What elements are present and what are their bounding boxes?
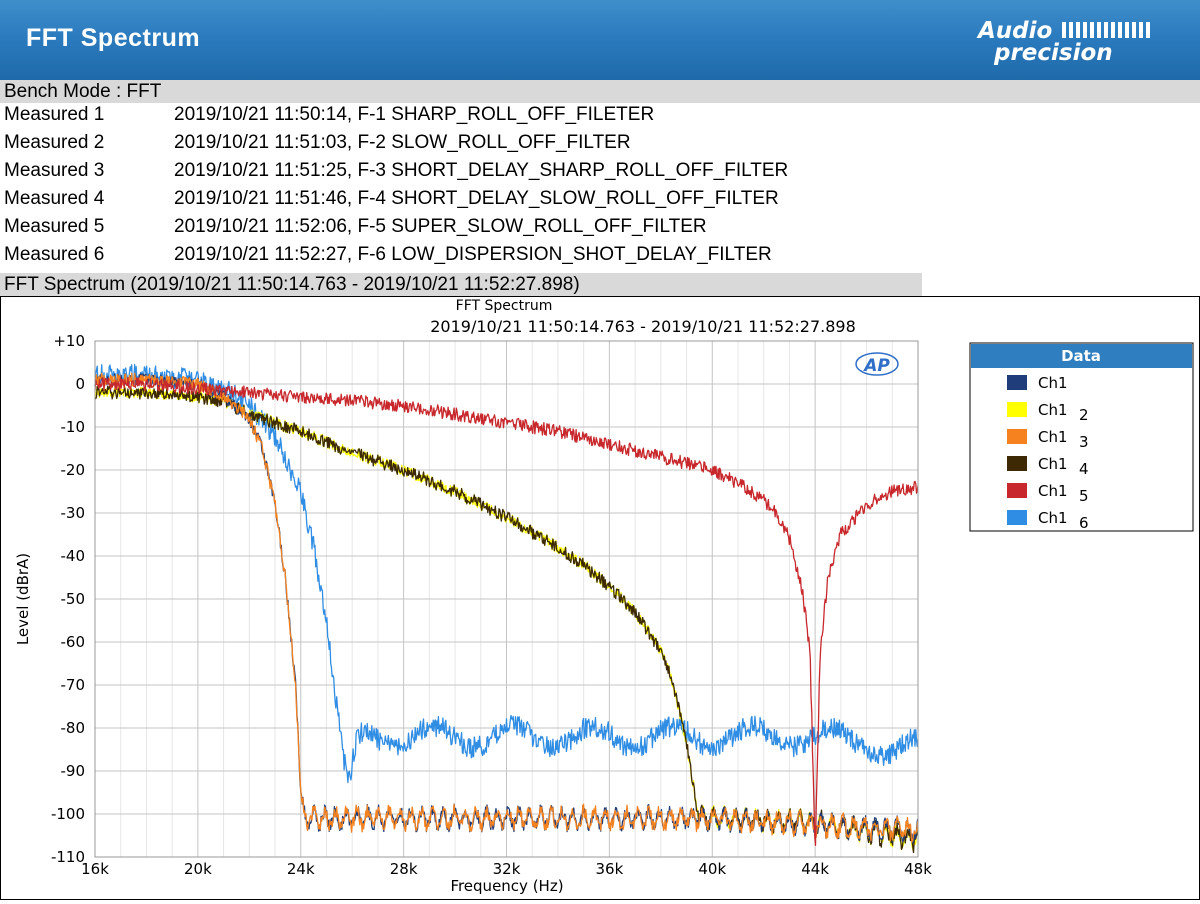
legend-swatch [1007, 429, 1027, 444]
measured-label: Measured 5 [4, 216, 105, 237]
x-tick-label: 16k [81, 860, 109, 878]
legend-entry-index: 5 [1079, 487, 1089, 505]
legend-swatch [1007, 510, 1027, 525]
plot-frame [94, 340, 919, 858]
fft-section-title: FFT Spectrum (2019/10/21 11:50:14.763 - … [4, 274, 580, 295]
x-tick-label: 36k [595, 860, 623, 878]
measured-label: Measured 2 [4, 132, 105, 153]
x-axis-label: Frequency (Hz) [450, 877, 563, 895]
y-tick-label: -80 [61, 719, 86, 737]
legend: Data Ch1 Ch1 2 Ch1 3 Ch1 4 Ch1 5 Ch1 6 [969, 342, 1194, 532]
legend-entries: Ch1 Ch1 2 Ch1 3 Ch1 4 Ch1 5 Ch1 6 [1007, 374, 1089, 532]
legend-entry-label: Ch1 [1038, 455, 1068, 473]
header-title: FFT Spectrum [26, 24, 201, 52]
x-tick-label: 32k [493, 860, 521, 878]
measured-text: 2019/10/21 11:52:27, F-6 LOW_DISPERSION_… [174, 244, 772, 265]
x-tick-label: 40k [698, 860, 726, 878]
measured-label: Measured 6 [4, 244, 105, 265]
legend-title: Data [1061, 347, 1101, 365]
bench-mode-label: Bench Mode : FFT [4, 81, 162, 102]
y-tick-label: -60 [61, 633, 86, 651]
legend-entry-index: 6 [1079, 514, 1089, 532]
legend-swatch [1007, 375, 1027, 390]
y-tick-label: 0 [75, 375, 85, 393]
fft-chart: +100-10-20-30-40-50-60-70-80-90-100-110 … [14, 298, 1194, 895]
x-tick-label: 24k [287, 860, 315, 878]
measured-text: 2019/10/21 11:51:25, F-3 SHORT_DELAY_SHA… [174, 160, 789, 181]
logo-text-line2: precision [993, 40, 1113, 66]
fft-section-bar: FFT Spectrum (2019/10/21 11:50:14.763 - … [0, 273, 922, 296]
legend-entry-index: 4 [1079, 460, 1089, 478]
series-line [94, 364, 919, 784]
ap-watermark-icon: AP [862, 356, 890, 376]
legend-entry-index: 2 [1079, 406, 1089, 424]
legend-swatch [1007, 402, 1027, 417]
logo-text-line1: Audio [976, 18, 1052, 44]
measured-text: 2019/10/21 11:51:46, F-4 SHORT_DELAY_SLO… [174, 188, 779, 209]
x-tick-label: 48k [904, 860, 932, 878]
legend-swatch [1007, 456, 1027, 471]
legend-entry-label: Ch1 [1038, 401, 1068, 419]
legend-header [971, 344, 1192, 368]
bench-mode-bar: Bench Mode : FFT [0, 80, 1200, 103]
series-line [94, 372, 919, 843]
measured-label: Measured 1 [4, 104, 105, 125]
legend-entry-label: Ch1 [1038, 482, 1068, 500]
grid-lines [94, 340, 919, 858]
y-tick-label: -50 [61, 590, 86, 608]
app-header: FFT Spectrum Audio precision [0, 0, 1200, 80]
measured-text: 2019/10/21 11:51:03, F-2 SLOW_ROLL_OFF_F… [174, 132, 631, 153]
measured-label: Measured 4 [4, 188, 105, 209]
legend-swatch [1007, 483, 1027, 498]
legend-entry-index: 3 [1079, 433, 1089, 451]
measured-text: 2019/10/21 11:50:14, F-1 SHARP_ROLL_OFF_… [174, 104, 655, 125]
y-axis-label: Level (dBrA) [14, 553, 32, 645]
y-tick-label: -10 [61, 418, 86, 436]
y-tick-label: -100 [51, 805, 85, 823]
logo-bars-icon [1062, 22, 1150, 38]
measured-text: 2019/10/21 11:52:06, F-5 SUPER_SLOW_ROLL… [174, 216, 707, 237]
ap-watermark-ring-icon [855, 352, 899, 376]
x-axis-ticks: 16k 20k 24k 28k 32k 36k 40k 44k 48k [81, 860, 932, 878]
graph-panel: +10 0 -10 -20 -30 -40 -50 -60 -70 -80 -90 -100 -110 … [0, 296, 1200, 900]
audio-precision-logo: Audio precision [976, 18, 1150, 66]
series-line [94, 376, 919, 847]
chart-subtitle: 2019/10/21 11:50:14.763 - 2019/10/21 11:… [430, 317, 856, 336]
legend-entry-label: Ch1 [1038, 509, 1068, 527]
y-tick-label: -90 [61, 762, 86, 780]
legend-entry-label: Ch1 [1038, 374, 1068, 392]
x-tick-label: 44k [801, 860, 829, 878]
x-tick-label: 28k [390, 860, 418, 878]
legend-entry-label: Ch1 [1038, 428, 1068, 446]
series-layer [94, 364, 919, 854]
y-tick-label: -30 [61, 504, 86, 522]
chart-title: FFT Spectrum [456, 298, 553, 314]
x-tick-label: 20k [184, 860, 212, 878]
y-tick-label: -40 [61, 547, 86, 565]
y-tick-label: +10 [53, 332, 85, 350]
y-tick-label: -20 [61, 461, 86, 479]
y-tick-label: -110 [51, 848, 85, 866]
y-axis-ticks: +10 0 -10 -20 -30 -40 -50 -60 -70 -80 -90 -100 -110 [51, 332, 85, 866]
y-tick-label: -70 [61, 676, 86, 694]
measured-label: Measured 3 [4, 160, 105, 181]
